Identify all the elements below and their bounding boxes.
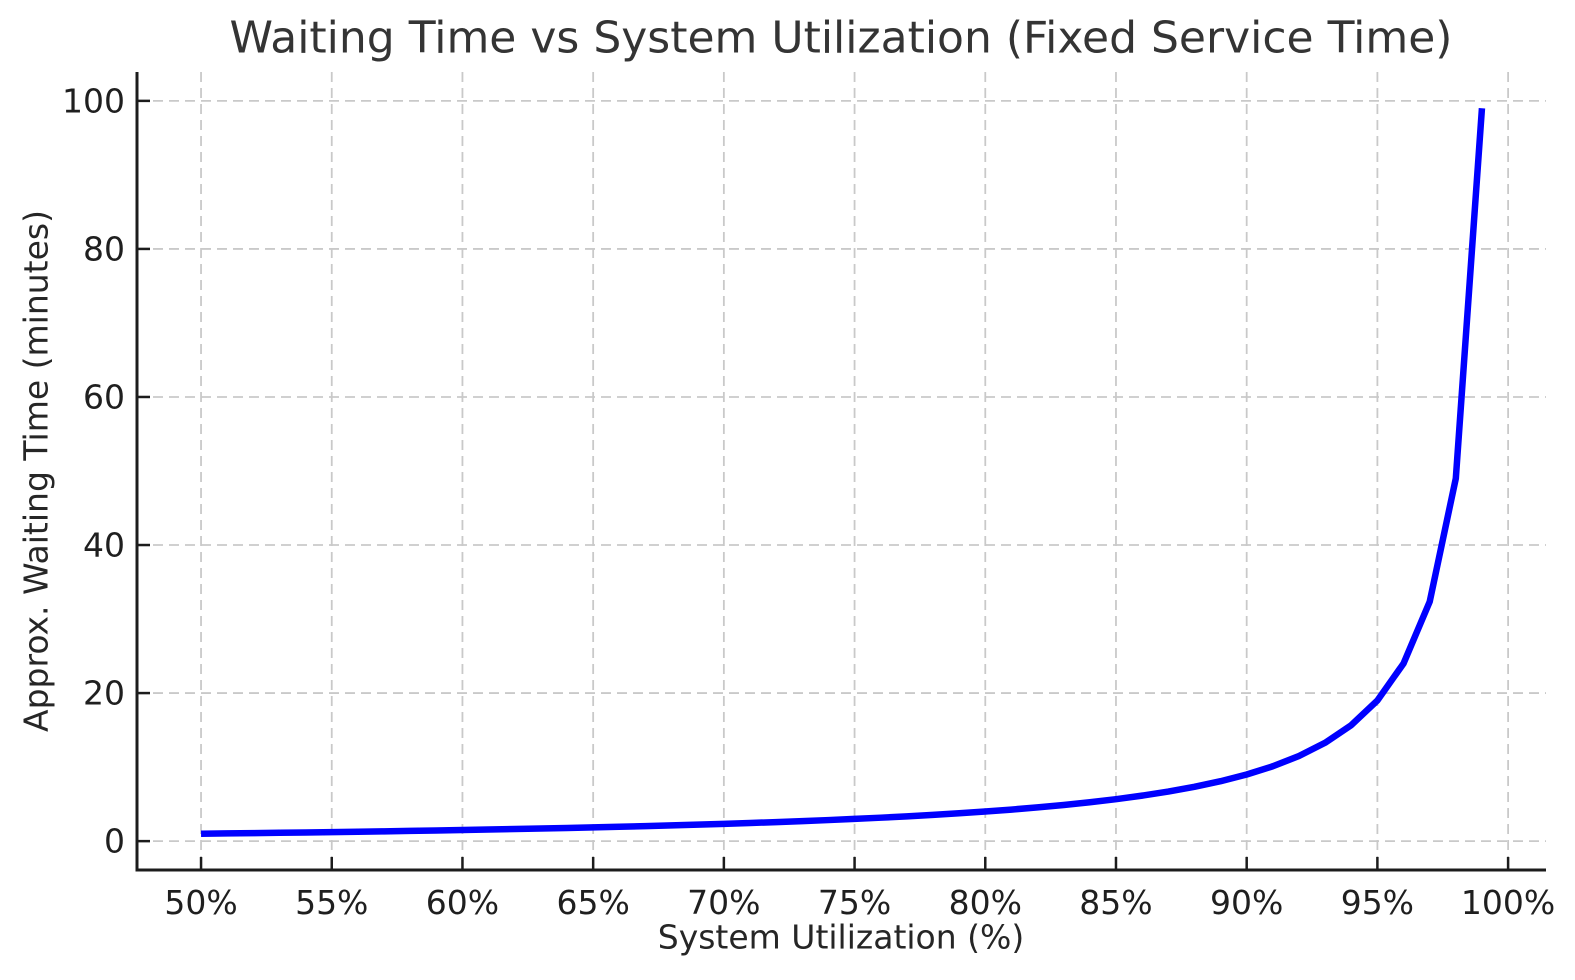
y-tick-label: 0 — [104, 821, 125, 861]
y-tick-label: 80 — [83, 229, 125, 269]
x-tick-label: 70% — [687, 883, 761, 922]
y-axis-label: Approx. Waiting Time (minutes) — [16, 210, 56, 732]
x-tick-label: 65% — [556, 883, 630, 922]
x-tick-label: 55% — [295, 883, 369, 922]
x-tick-label: 95% — [1340, 883, 1415, 922]
series-line-approx-waiting-time — [201, 108, 1486, 837]
y-tick-label: 40 — [83, 525, 125, 565]
x-tick-label: 85% — [1079, 883, 1153, 922]
y-tick-label: 60 — [83, 377, 125, 417]
x-axis-label: System Utilization (%) — [657, 917, 1025, 957]
chart-title: Waiting Time vs System Utilization (Fixe… — [229, 12, 1453, 64]
y-tick-label: 100 — [62, 81, 125, 121]
x-tick-label: 100% — [1460, 883, 1556, 922]
x-tick-label: 60% — [425, 883, 500, 922]
x-tick-label: 90% — [1209, 883, 1284, 922]
x-tick-label: 50% — [164, 883, 238, 922]
y-tick-label: 20 — [83, 673, 125, 713]
x-tick-label: 75% — [817, 883, 892, 922]
x-tick-label: 80% — [948, 883, 1022, 922]
